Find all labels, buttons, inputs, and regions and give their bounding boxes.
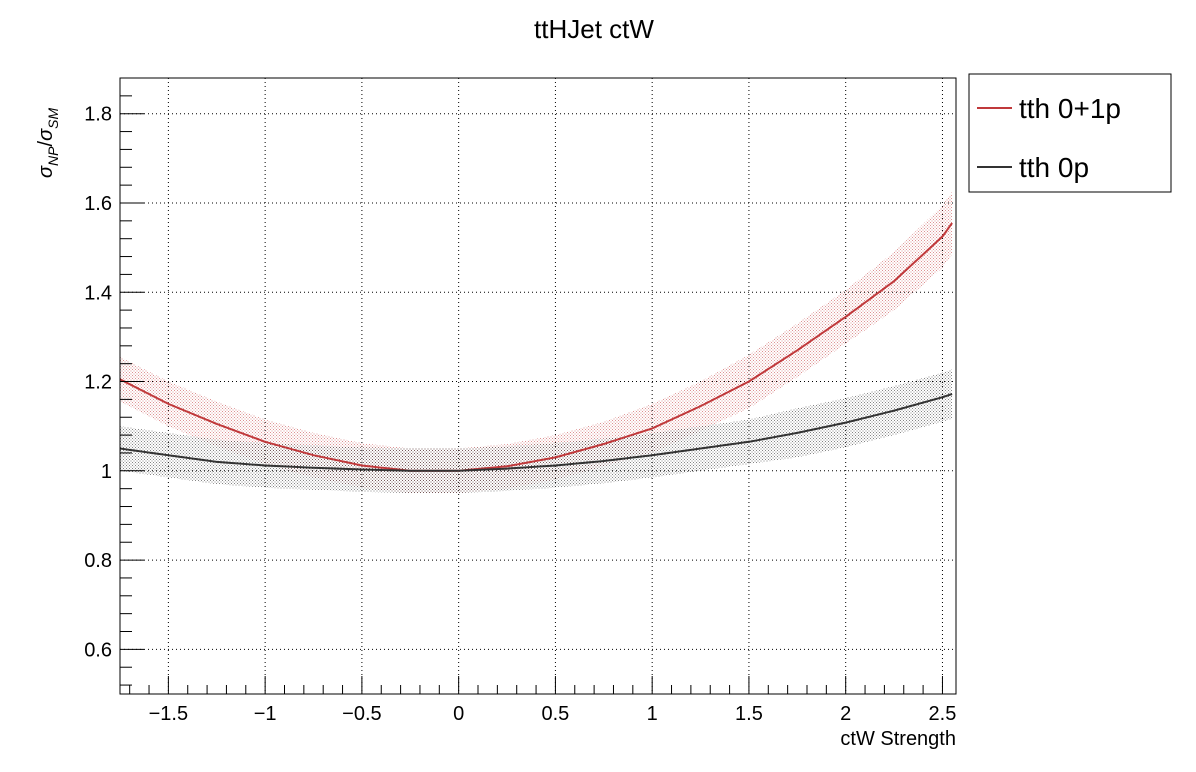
series-line-tth-0p bbox=[120, 393, 953, 472]
x-tick-label: 1.5 bbox=[735, 703, 763, 725]
x-tick-label: 0 bbox=[453, 703, 464, 725]
x-tick-label: −1.5 bbox=[149, 703, 188, 725]
uncertainty-bands bbox=[120, 191, 953, 494]
y-tick-label: 0.6 bbox=[84, 639, 112, 661]
x-tick-label: 0.5 bbox=[542, 703, 570, 725]
x-axis-title: ctW Strength bbox=[840, 728, 956, 750]
x-tick-label: 2 bbox=[840, 703, 851, 725]
chart-title: ttHJet ctW bbox=[534, 14, 654, 44]
legend-label-tth-0p: tth 0p bbox=[1019, 152, 1089, 183]
plot-frame bbox=[119, 77, 957, 695]
axis-ticks bbox=[120, 77, 943, 694]
y-tick-label: 1.6 bbox=[84, 193, 112, 215]
x-tick-label: 1 bbox=[647, 703, 658, 725]
y-tick-label: 1.8 bbox=[84, 104, 112, 126]
legend-label-tth-0-1p: tth 0+1p bbox=[1019, 93, 1121, 124]
y-tick-label: 1.2 bbox=[84, 372, 112, 394]
uncertainty-band-tth-0-1p bbox=[120, 191, 953, 494]
y-tick-label: 0.8 bbox=[84, 550, 112, 572]
y-axis-den-sub: SM bbox=[45, 108, 61, 129]
y-axis-num-symbol: σ bbox=[35, 165, 57, 178]
y-tick-label: 1.4 bbox=[84, 282, 112, 304]
y-axis-den-symbol: σ bbox=[35, 128, 57, 141]
y-tick-label: 1 bbox=[101, 461, 112, 483]
y-axis-slash: / bbox=[35, 140, 57, 146]
y-axis-title: σNP/σSM bbox=[35, 108, 61, 178]
series-lines bbox=[120, 222, 953, 472]
series-line-tth-0-1p bbox=[120, 222, 953, 472]
x-tick-label: 2.5 bbox=[929, 703, 957, 725]
axis-tick-labels: −1.5 −1 −0.5 0 0.5 1 1.5 2 2.5 0.6 0.8 1 1.2 1.4 1.6 1.… bbox=[84, 104, 956, 725]
y-axis-num-sub: NP bbox=[45, 146, 61, 166]
x-tick-label: −0.5 bbox=[342, 703, 381, 725]
grid-lines bbox=[120, 78, 956, 694]
legend-box bbox=[968, 73, 1172, 193]
x-tick-label: −1 bbox=[254, 703, 277, 725]
legend: tth 0+1p tth 0p bbox=[968, 73, 1172, 193]
uncertainty-band-tth-0p bbox=[120, 369, 953, 494]
